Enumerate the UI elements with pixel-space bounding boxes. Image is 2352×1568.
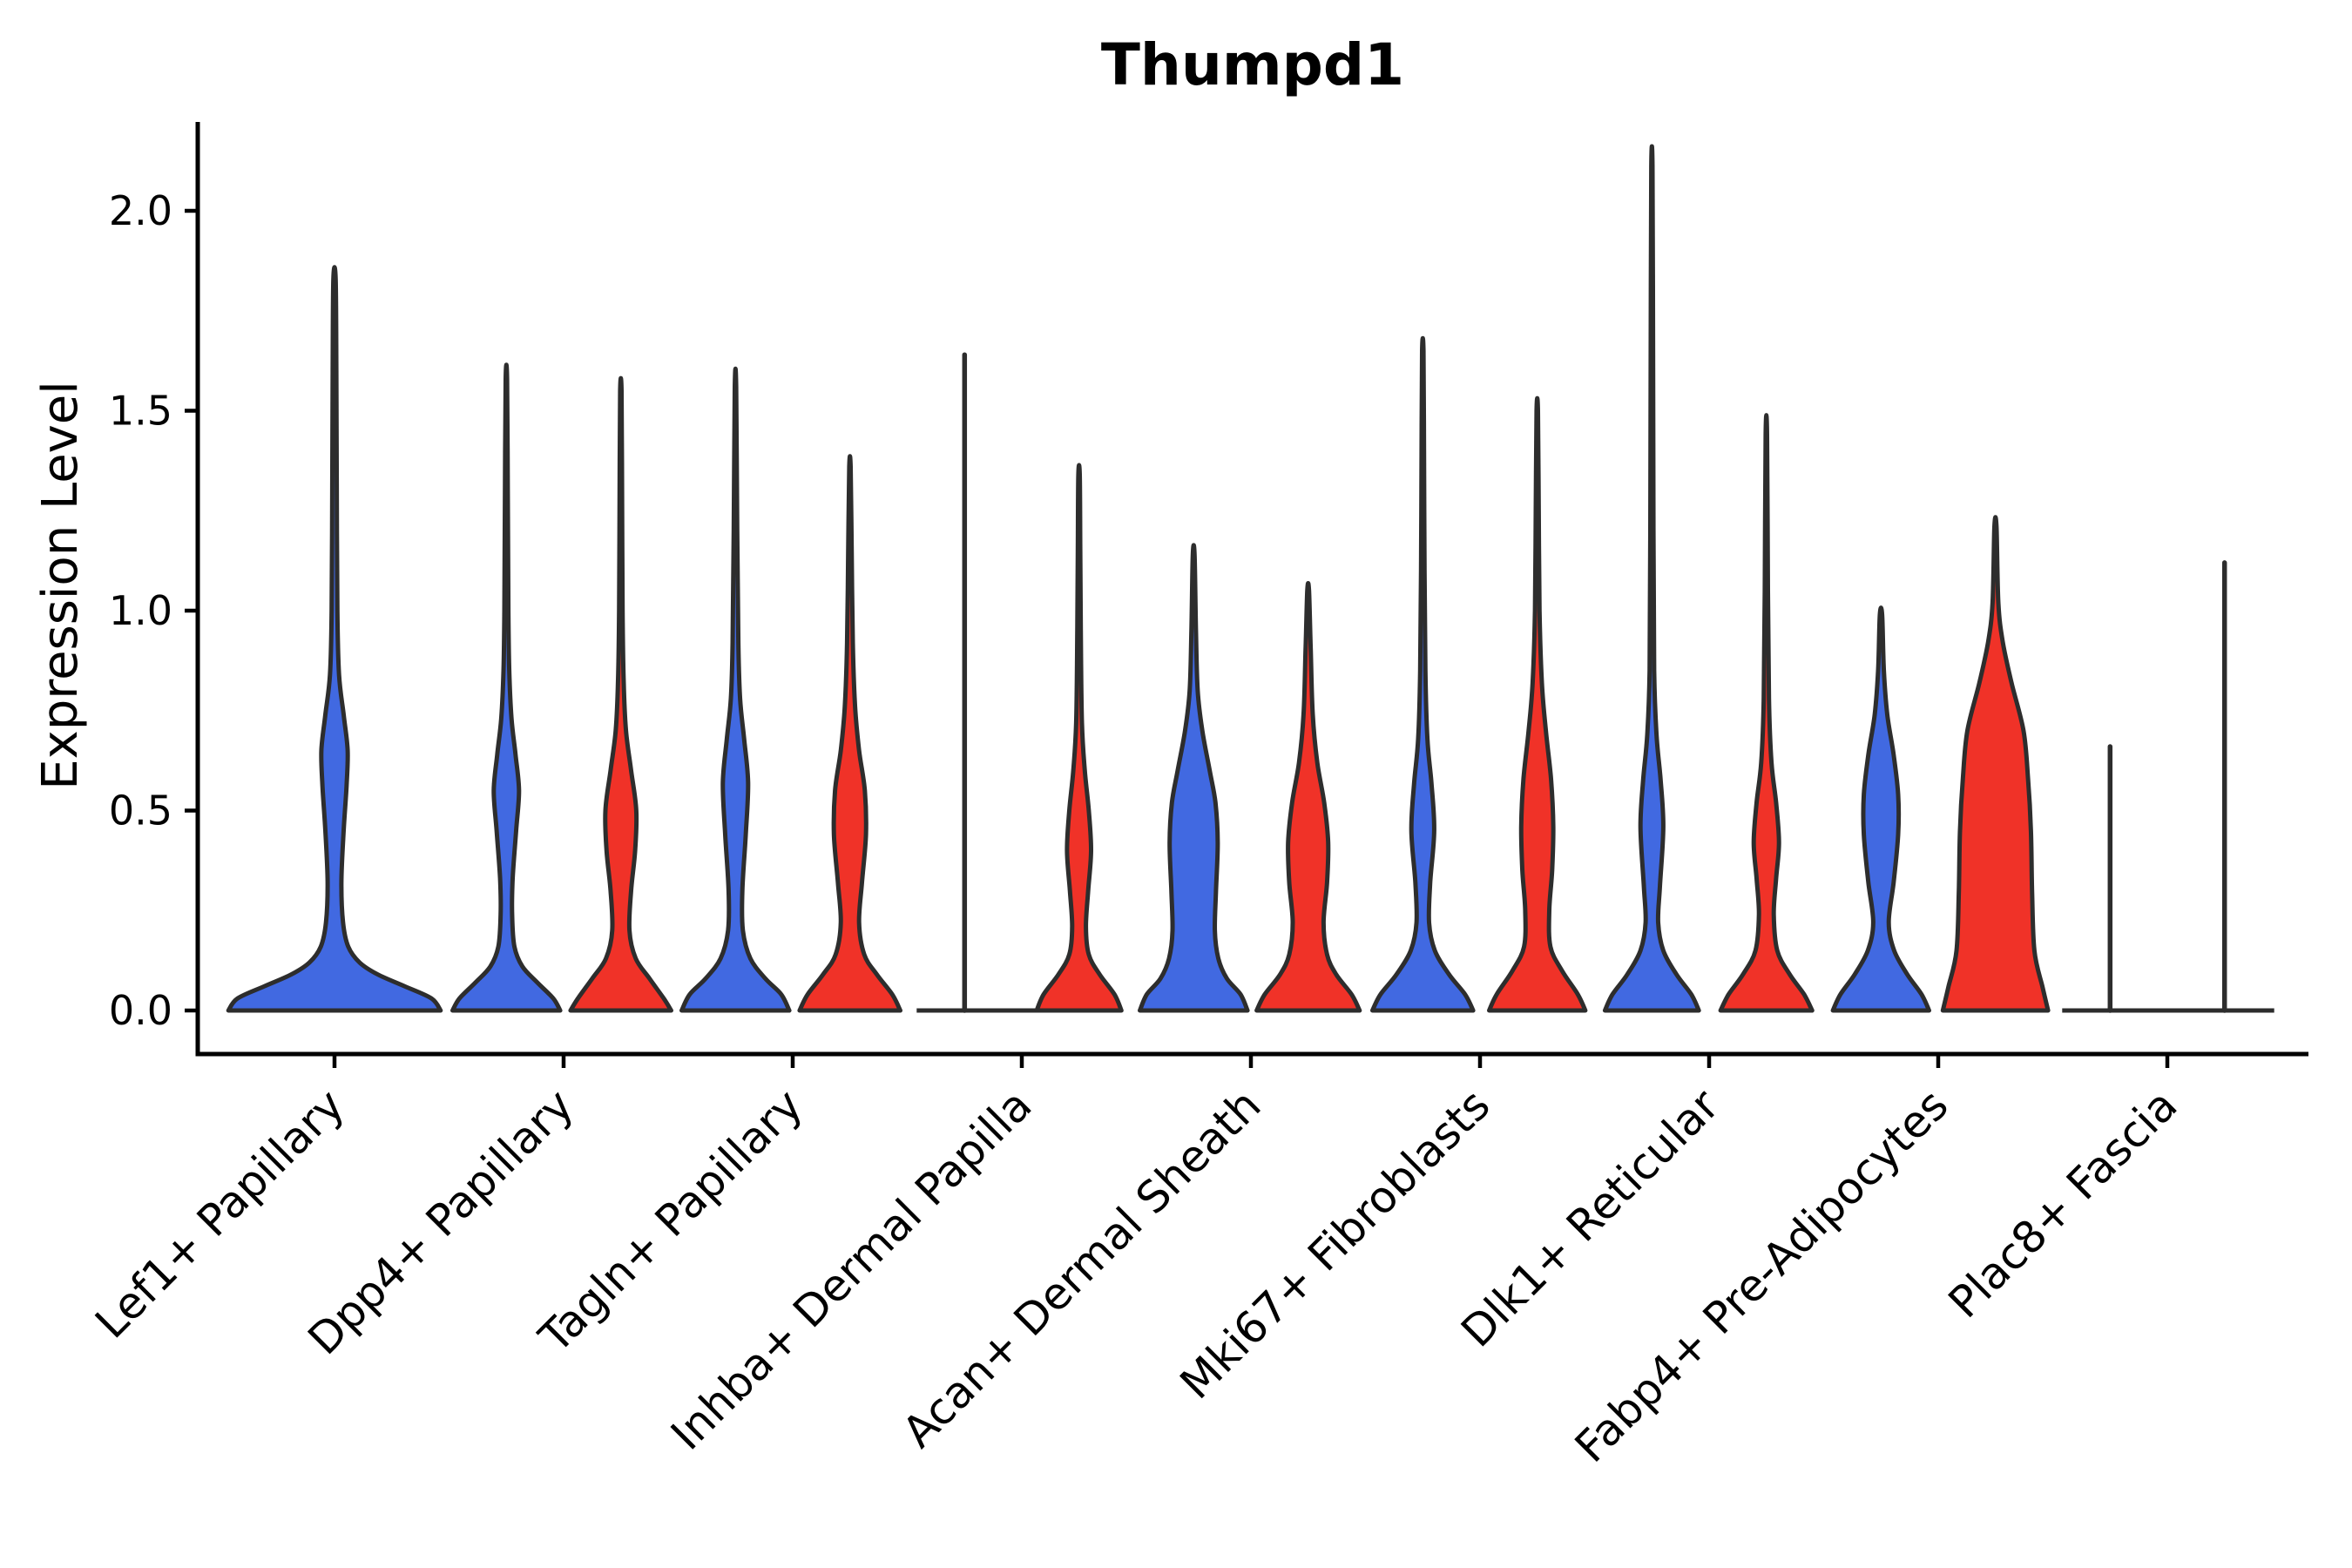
violin-inhba-dermal-papilla-red xyxy=(1034,463,1124,1013)
x-tick-label: Plac8+ Fascia xyxy=(1939,1079,2187,1328)
violin-fabp4-pre-adipocytes-red xyxy=(1940,515,2051,1013)
violin-mki67-fibroblasts-blue xyxy=(1370,335,1476,1013)
violins-layer xyxy=(226,144,2274,1013)
violin-dpp4-papillary-blue xyxy=(450,362,563,1013)
violin-tagln-papillary-red xyxy=(797,454,902,1013)
axis-spines xyxy=(195,122,2308,1057)
violin-mki67-fibroblasts-red xyxy=(1487,395,1588,1013)
x-tick-label: Lef1+ Papillary xyxy=(85,1079,354,1348)
chart-title: Thumpd1 xyxy=(1101,31,1404,98)
violin-dlk1-reticular-red xyxy=(1718,413,1815,1013)
violin-acan-dermal-sheath-blue xyxy=(1138,543,1250,1013)
violin-acan-dermal-sheath-red xyxy=(1254,580,1362,1013)
y-tick-label: 0.5 xyxy=(109,787,172,835)
y-tick-label: 1.5 xyxy=(109,388,172,435)
y-tick-label: 1.0 xyxy=(109,587,172,634)
y-axis-label: Expression Level xyxy=(32,381,89,790)
violin-fabp4-pre-adipocytes-blue xyxy=(1830,605,1931,1013)
y-tick-label: 2.0 xyxy=(109,187,172,234)
violin-lef1-papillary-blue xyxy=(226,265,443,1013)
violin-dpp4-papillary-red xyxy=(568,375,673,1013)
axes xyxy=(185,122,2308,1068)
violin-tagln-papillary-blue xyxy=(679,366,792,1013)
violin-dlk1-reticular-blue xyxy=(1602,144,1701,1013)
x-tick-label: Fabp4+ Pre-Adipocytes xyxy=(1565,1079,1958,1472)
y-tick-label: 0.0 xyxy=(109,987,172,1034)
